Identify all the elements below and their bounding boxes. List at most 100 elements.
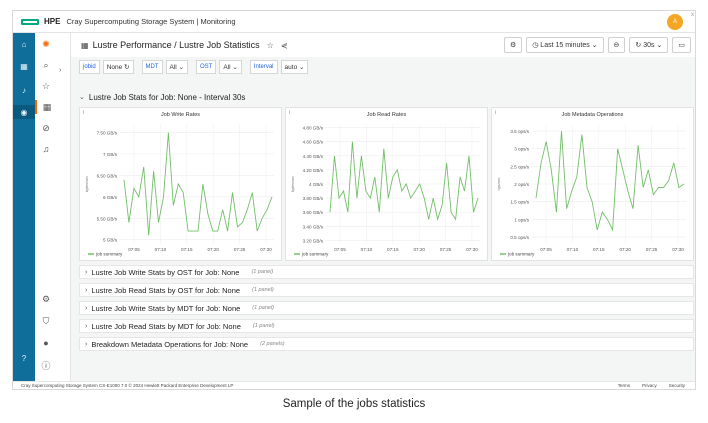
y-tick-label: 4.80 GB/s [303,126,324,131]
eye-icon[interactable]: ◉ [13,105,35,119]
grafana-nav: ✺ ⌕ ☆ ▦ ⊘ ♫ ⚙ ⛉ ● ⓘ › [35,33,71,381]
var-jobid-select[interactable]: None ↻ [102,60,134,74]
row-title: Breakdown Metadata Operations for Job: N… [91,339,249,349]
write-rates-chart: 7.50 GB/s 7 GB/s 6.50 GB/s 6 GB/s 5.50 GB/s 5… [85,124,274,257]
monitor-icon: ▭ [678,42,685,49]
x-tick-label: 07:10 [155,247,167,252]
share-icon[interactable]: ⋞ [280,40,288,50]
row-job-stats[interactable]: ⌄ Lustre Job Stats for Job: None - Inter… [79,91,245,103]
shield-icon[interactable]: ⛉ [42,315,50,326]
x-tick-label: 07:25 [646,247,658,252]
explore-icon[interactable]: ⊘ [42,122,50,133]
x-tick-label: 07:30 [260,247,272,252]
row-metadata-breakdown[interactable]: › Breakdown Metadata Operations for Job:… [79,337,694,351]
row-write-mdt[interactable]: › Lustre Job Write Stats by MDT for Job:… [79,301,694,315]
x-tick-label: 07:30 [466,247,478,252]
y-tick-label: 2.5 ops/s [510,164,529,169]
info-icon: i [83,110,85,116]
y-tick-label: 4.20 GB/s [303,168,324,173]
y-tick-label: 3.80 GB/s [303,196,324,201]
chevron-right-icon: › [85,340,88,348]
dashboard-title[interactable]: Lustre Performance / Lustre Job Statisti… [92,40,260,50]
panel-metadata-ops[interactable]: i Job Metadata Operations 3.5 ops/s 3 ops… [491,107,694,261]
var-mdt-select[interactable]: All ⌄ [165,60,188,74]
y-tick-label: 0.5 ops/s [510,235,529,240]
x-tick-label: 07:05 [334,247,346,252]
footer-links: Terms Privacy Security [618,383,685,388]
refresh-button[interactable]: ↻ 30s ⌄ [629,37,669,53]
chevron-right-icon: › [85,268,88,276]
tv-mode-button[interactable]: ▭ [672,37,691,53]
x-tick-label: 07:05 [540,247,552,252]
x-tick-label: 07:25 [234,247,246,252]
read-rates-chart: 4.80 GB/s 4.60 GB/s 4.40 GB/s 4.20 GB/s 4 GB… [291,124,480,257]
footer-link-terms[interactable]: Terms [617,383,630,388]
series-line-job-summary [123,132,273,236]
row-panel-count: (2 panels) [260,341,285,347]
gear-icon: ⚙ [509,42,517,49]
user-avatar[interactable]: A [667,14,683,30]
row-panel-count: (1 panel) [252,305,275,311]
legend-label: job summary [95,252,123,257]
y-tick-label: 5 GB/s [103,238,118,243]
y-tick-label: 7.50 GB/s [97,131,118,136]
bell-icon[interactable]: ♪ [22,85,26,95]
user-icon[interactable]: ● [43,338,49,348]
grid-icon[interactable]: ▦ [20,61,28,71]
grafana-logo-icon[interactable]: ✺ [42,38,50,49]
x-tick-label: 07:10 [361,247,373,252]
metadata-ops-chart: 3.5 ops/s 3 ops/s 2.5 ops/s 2 ops/s 1.5 ops/… [497,124,686,257]
footer-link-privacy[interactable]: Privacy [641,383,657,388]
expand-nav-icon[interactable]: › [59,67,62,74]
row-title: Lustre Job Write Stats by MDT for Job: N… [91,303,241,313]
footer-link-security[interactable]: Security [668,383,685,388]
top-bar: HPE Cray Supercomputing Storage System |… [13,11,695,33]
row-title: Lustre Job Read Stats by OST for Job: No… [91,285,241,295]
refresh-interval: 30s [643,41,655,49]
panel-write-rates[interactable]: i Job Write Rates 7.50 GB/s 7 GB/s 6.50 GB… [79,107,282,261]
help-icon[interactable]: ? [21,353,27,363]
row-read-mdt[interactable]: › Lustre Job Read Stats by MDT for Job: … [79,319,694,333]
panel-title: Job Metadata Operations [561,112,624,118]
y-tick-label: 3.5 ops/s [510,129,529,134]
zoom-out-button[interactable]: ⊖ [607,37,626,53]
series-line-job-summary [329,141,479,222]
y-tick-label: 4.40 GB/s [303,154,324,159]
alerts-icon[interactable]: ♫ [42,144,50,154]
star-dashboard-icon[interactable]: ☆ [266,40,274,50]
y-tick-label: 3 ops/s [514,147,530,152]
footer: Cray Supercomputing Storage System CS-E1… [13,381,695,389]
settings-icon[interactable]: ⚙ [41,293,51,304]
y-tick-label: 3.60 GB/s [303,210,324,215]
y-tick-label: 3.20 GB/s [303,238,324,243]
dashboard-grid-icon: ▦ [81,40,89,50]
row-read-ost[interactable]: › Lustre Job Read Stats by OST for Job: … [79,283,694,297]
dashboard-header: ▦ Lustre Performance / Lustre Job Statis… [71,33,695,57]
time-range-picker[interactable]: ◷ Last 15 minutes ⌄ [526,37,604,53]
y-tick-label: 2 ops/s [514,182,530,187]
x-tick-label: 07:25 [440,247,452,252]
legend-label: job summary [507,252,535,257]
zoom-out-icon: ⊖ [613,42,620,49]
settings-button[interactable]: ⚙ [503,37,523,53]
info-icon: i [495,110,497,116]
search-icon[interactable]: ⌕ [43,59,49,70]
star-icon[interactable]: ☆ [41,80,51,91]
info-icon: i [289,110,291,116]
close-icon[interactable]: x [691,12,694,18]
row-write-ost[interactable]: › Lustre Job Write Stats by OST for Job:… [79,265,694,279]
var-ost-select[interactable]: All ⌄ [219,60,242,74]
var-interval-select[interactable]: auto ⌄ [280,60,309,74]
y-tick-label: 4.60 GB/s [303,140,324,145]
brand-label: HPE [44,17,61,26]
y-tick-label: 1.5 ops/s [510,200,529,205]
dashboards-icon[interactable]: ▦ [35,100,57,114]
y-tick-label: 5.50 GB/s [97,216,118,221]
x-tick-label: 07:15 [181,247,193,252]
help-circle-icon[interactable]: ⓘ [41,360,51,371]
panel-read-rates[interactable]: i Job Read Rates 4.80 GB/s 4.60 GB/s 4.40 … [285,107,488,261]
legend-label: job summary [301,252,329,257]
app-window: HPE Cray Supercomputing Storage System |… [12,10,696,390]
home-icon[interactable]: ⌂ [21,39,27,49]
row-title: Lustre Job Read Stats by MDT for Job: No… [91,321,241,331]
